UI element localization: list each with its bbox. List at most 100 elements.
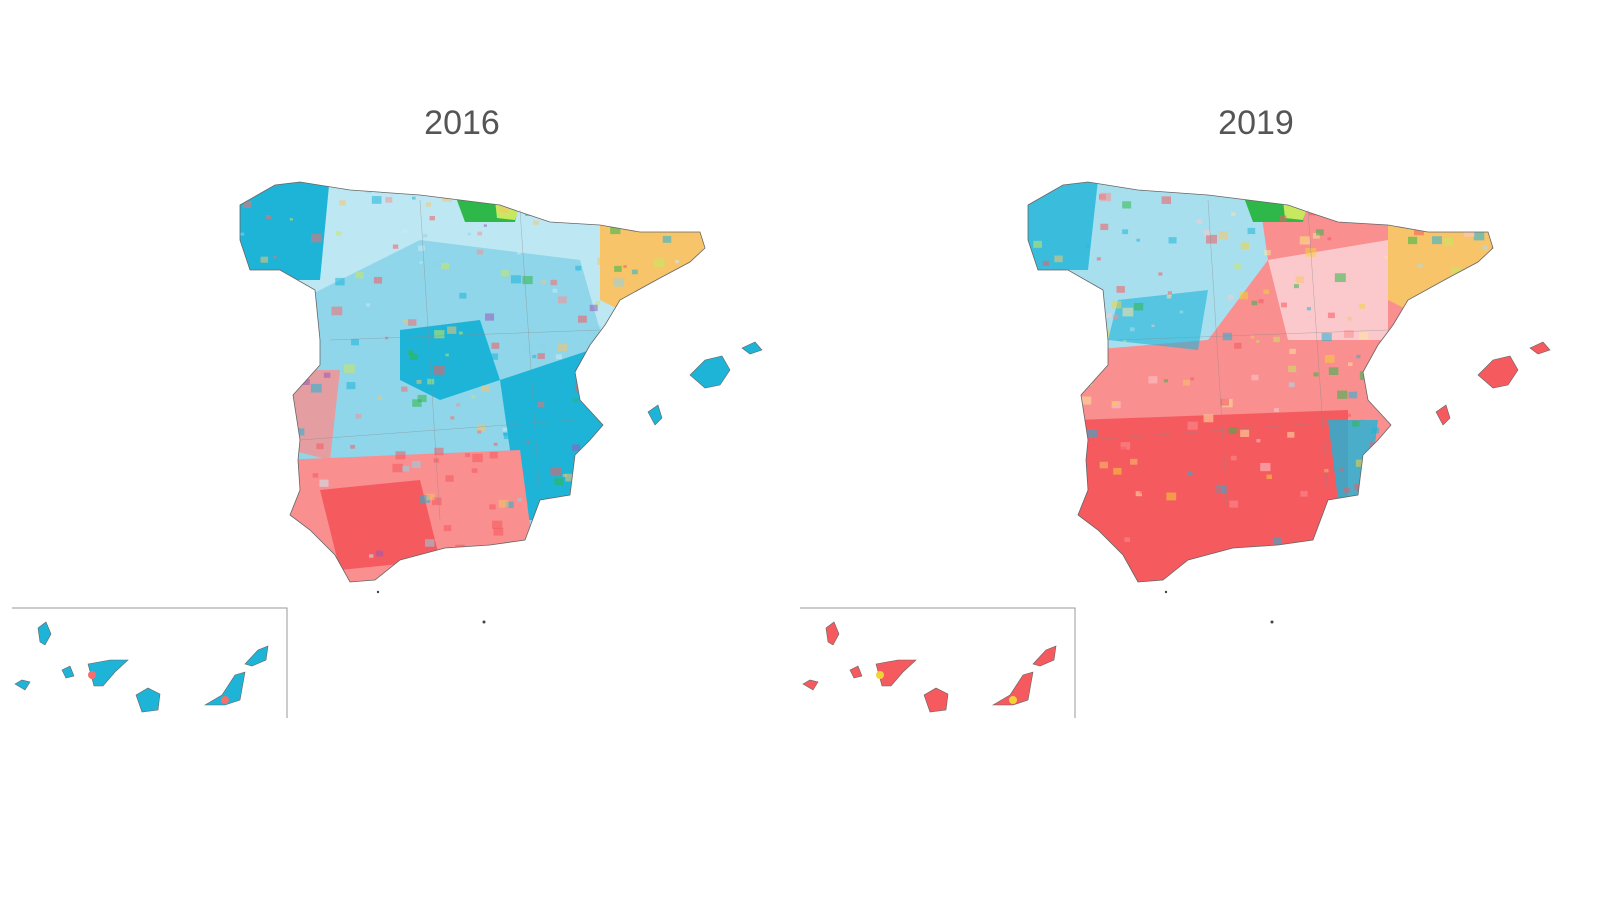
province-border — [419, 199, 441, 521]
municipality — [1306, 307, 1311, 311]
municipality — [456, 403, 461, 407]
municipality — [1470, 198, 1478, 204]
municipality — [688, 345, 696, 352]
municipality — [1028, 574, 1037, 582]
municipality — [249, 455, 261, 464]
municipality — [1166, 492, 1177, 501]
municipality — [1163, 379, 1169, 383]
municipality — [1464, 228, 1475, 237]
municipality — [584, 454, 593, 462]
municipality — [1190, 377, 1195, 381]
municipality — [1222, 332, 1233, 341]
municipality — [574, 539, 585, 547]
municipality — [355, 413, 362, 419]
municipality — [428, 569, 434, 574]
municipality — [1256, 340, 1260, 343]
municipality — [1042, 260, 1050, 266]
municipality — [1120, 442, 1131, 450]
melilla-dot — [376, 590, 380, 594]
canary-accent — [221, 696, 229, 704]
municipality — [1405, 459, 1412, 466]
municipality — [427, 378, 435, 385]
municipality — [356, 528, 367, 537]
municipality — [366, 303, 371, 307]
municipality — [640, 558, 646, 563]
municipality — [1203, 230, 1211, 236]
municipality — [658, 280, 666, 287]
municipality — [646, 532, 657, 541]
municipality — [481, 385, 490, 392]
region-catalonia — [1388, 225, 1493, 310]
municipality — [489, 451, 498, 459]
municipality — [1263, 333, 1272, 341]
municipality — [334, 435, 341, 441]
municipality — [1401, 446, 1407, 451]
municipality — [533, 220, 539, 225]
municipality — [1071, 288, 1081, 296]
municipality — [402, 319, 408, 324]
municipality — [558, 296, 567, 304]
municipality — [247, 501, 256, 508]
municipality — [1264, 249, 1271, 256]
municipality — [563, 415, 568, 419]
municipality — [1389, 205, 1399, 213]
municipality — [1139, 555, 1147, 562]
municipality — [1352, 420, 1360, 427]
municipality — [1352, 185, 1357, 189]
municipality — [497, 185, 505, 192]
municipality — [1228, 295, 1234, 300]
municipality — [1462, 280, 1473, 288]
municipality — [1348, 391, 1358, 399]
municipality — [1069, 491, 1073, 494]
municipality — [319, 479, 329, 487]
municipality — [1328, 367, 1339, 375]
municipality — [537, 401, 545, 408]
municipality — [1422, 531, 1429, 537]
municipality — [434, 330, 445, 339]
municipality — [1359, 304, 1366, 309]
municipality — [615, 367, 625, 375]
municipality — [681, 444, 691, 452]
municipality — [1344, 487, 1351, 493]
municipality — [617, 540, 628, 549]
municipality — [597, 257, 607, 265]
municipality — [565, 473, 575, 482]
municipality — [423, 233, 428, 238]
municipality — [1266, 474, 1272, 480]
municipality — [1324, 354, 1335, 363]
municipality — [465, 453, 471, 458]
municipality — [562, 473, 567, 477]
municipality — [1228, 427, 1237, 434]
municipality — [1334, 273, 1346, 283]
municipality — [675, 259, 680, 264]
municipality — [445, 353, 449, 357]
municipality — [476, 249, 484, 255]
municipality — [1067, 493, 1073, 498]
municipality — [1116, 286, 1125, 293]
municipality — [458, 331, 463, 335]
municipality — [316, 443, 324, 450]
municipality — [493, 527, 504, 536]
municipality — [499, 205, 509, 213]
municipality — [1105, 313, 1112, 318]
municipality — [1424, 434, 1430, 440]
municipality — [529, 198, 537, 204]
municipality — [426, 493, 435, 501]
municipality — [1320, 199, 1328, 206]
municipality — [242, 201, 252, 209]
municipality — [289, 467, 299, 475]
municipality — [631, 269, 638, 275]
municipality — [1174, 545, 1184, 553]
municipality — [260, 424, 266, 429]
province-border — [329, 329, 601, 341]
municipality — [665, 488, 675, 496]
municipality — [1289, 348, 1296, 354]
municipality — [1183, 379, 1191, 386]
municipality — [675, 373, 680, 377]
municipality — [689, 444, 697, 450]
municipality — [1273, 408, 1279, 413]
municipality — [433, 365, 445, 375]
municipality — [402, 229, 407, 233]
municipality — [625, 316, 637, 325]
municipality — [343, 364, 355, 374]
